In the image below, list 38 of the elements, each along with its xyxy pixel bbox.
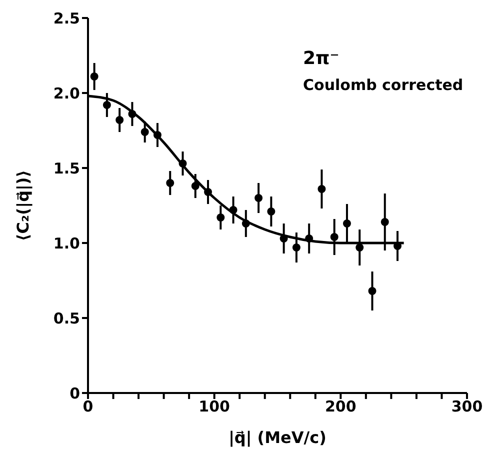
annotation: 2π⁻: [303, 48, 340, 69]
y-tick-label: 1.0: [53, 234, 80, 252]
point: [153, 131, 162, 139]
point: [318, 185, 326, 193]
y-tick-label: 2.5: [53, 9, 80, 28]
y-tick-label: 2.0: [53, 84, 80, 102]
y-tick-label: 0: [70, 384, 80, 402]
point: [116, 116, 124, 124]
x-tick-label: 200: [325, 398, 356, 416]
point: [128, 110, 136, 118]
point: [102, 101, 111, 109]
x-axis-title: |q⃗| (MeV/c): [228, 428, 326, 447]
point: [191, 182, 200, 190]
point: [368, 287, 376, 295]
point: [305, 234, 314, 242]
point: [140, 128, 149, 136]
point: [330, 233, 338, 241]
y-tick-label: 1.5: [53, 159, 80, 178]
point: [254, 194, 263, 202]
y-tick-label: 0.5: [53, 309, 80, 328]
x-tick-label: 300: [451, 398, 483, 416]
point: [380, 218, 389, 226]
y-axis-title: ⟨C₂(|q⃗|)⟩: [14, 170, 33, 242]
point: [178, 160, 187, 168]
point: [267, 208, 276, 216]
annotation: Coulomb corrected: [303, 76, 464, 94]
x-tick-label: 100: [198, 398, 230, 416]
point: [292, 244, 300, 252]
point: [216, 214, 225, 222]
point: [356, 244, 364, 252]
x-tick-label: 0: [82, 398, 94, 416]
point: [229, 206, 238, 214]
point: [90, 72, 98, 80]
point: [342, 220, 351, 228]
point: [204, 188, 212, 196]
point: [242, 220, 250, 228]
point: [280, 234, 288, 242]
point: [166, 179, 174, 187]
